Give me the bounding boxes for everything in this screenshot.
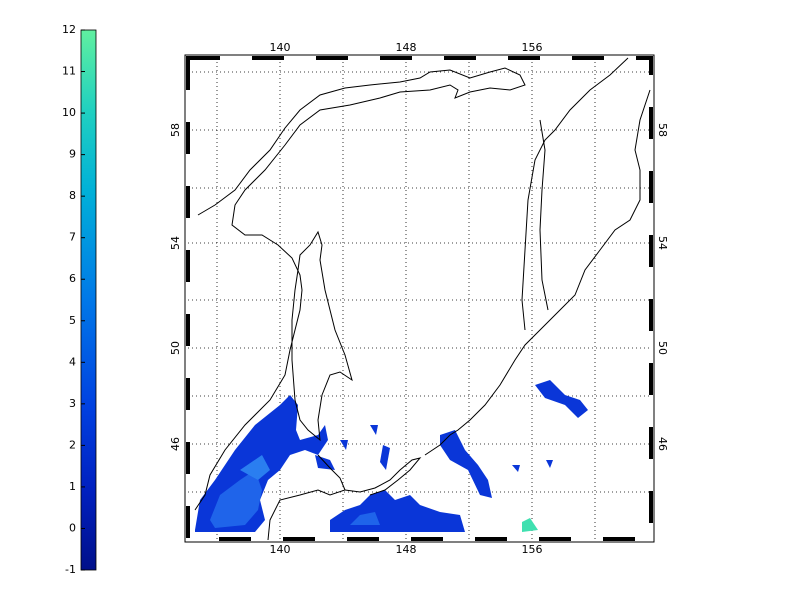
colorbar-tick-label: 12 (62, 23, 76, 36)
lat-tick-label: 46 (656, 437, 669, 451)
lon-tick-label: 156 (522, 543, 543, 556)
colorbar-tick-label: 7 (69, 231, 76, 244)
lat-tick-label: 50 (656, 341, 669, 355)
lat-tick-label: 54 (169, 236, 182, 250)
colorbar-tick-label: 0 (69, 521, 76, 534)
map: 140 140 148 148 156 156 46 46 50 50 54 54 58 58 (169, 41, 669, 556)
colorbar-tick-label: 1 (69, 480, 76, 493)
colorbar-tick-label: 4 (69, 355, 76, 368)
colorbar-tick-label: 5 (69, 314, 76, 327)
lon-tick-label: 148 (396, 41, 417, 54)
map-ticks: 140 140 148 148 156 156 46 46 50 50 54 54 58 58 (169, 41, 669, 556)
colorbar-tick-label: -1 (65, 563, 76, 576)
colorbar-tick-label: 6 (69, 272, 76, 285)
lat-tick-label: 58 (656, 123, 669, 137)
lat-tick-label: 54 (656, 236, 669, 250)
lat-tick-label: 46 (169, 437, 182, 451)
colorbar-tick-label: 2 (69, 438, 76, 451)
data-field (195, 380, 588, 532)
colorbar-tick-label: 9 (69, 148, 76, 161)
colorbar-tick-label: 10 (62, 106, 76, 119)
colorbar-tick-label: 3 (69, 397, 76, 410)
lat-tick-label: 50 (169, 341, 182, 355)
colorbar-tick-label: 11 (62, 65, 76, 78)
lon-tick-label: 156 (522, 41, 543, 54)
lon-tick-label: 140 (270, 543, 291, 556)
colorbar (80, 29, 97, 571)
lon-tick-label: 148 (396, 543, 417, 556)
lat-tick-label: 58 (169, 123, 182, 137)
coastline (194, 57, 651, 541)
colorbar-tick-label: 8 (69, 189, 76, 202)
map-border (186, 56, 653, 541)
lon-tick-label: 140 (270, 41, 291, 54)
